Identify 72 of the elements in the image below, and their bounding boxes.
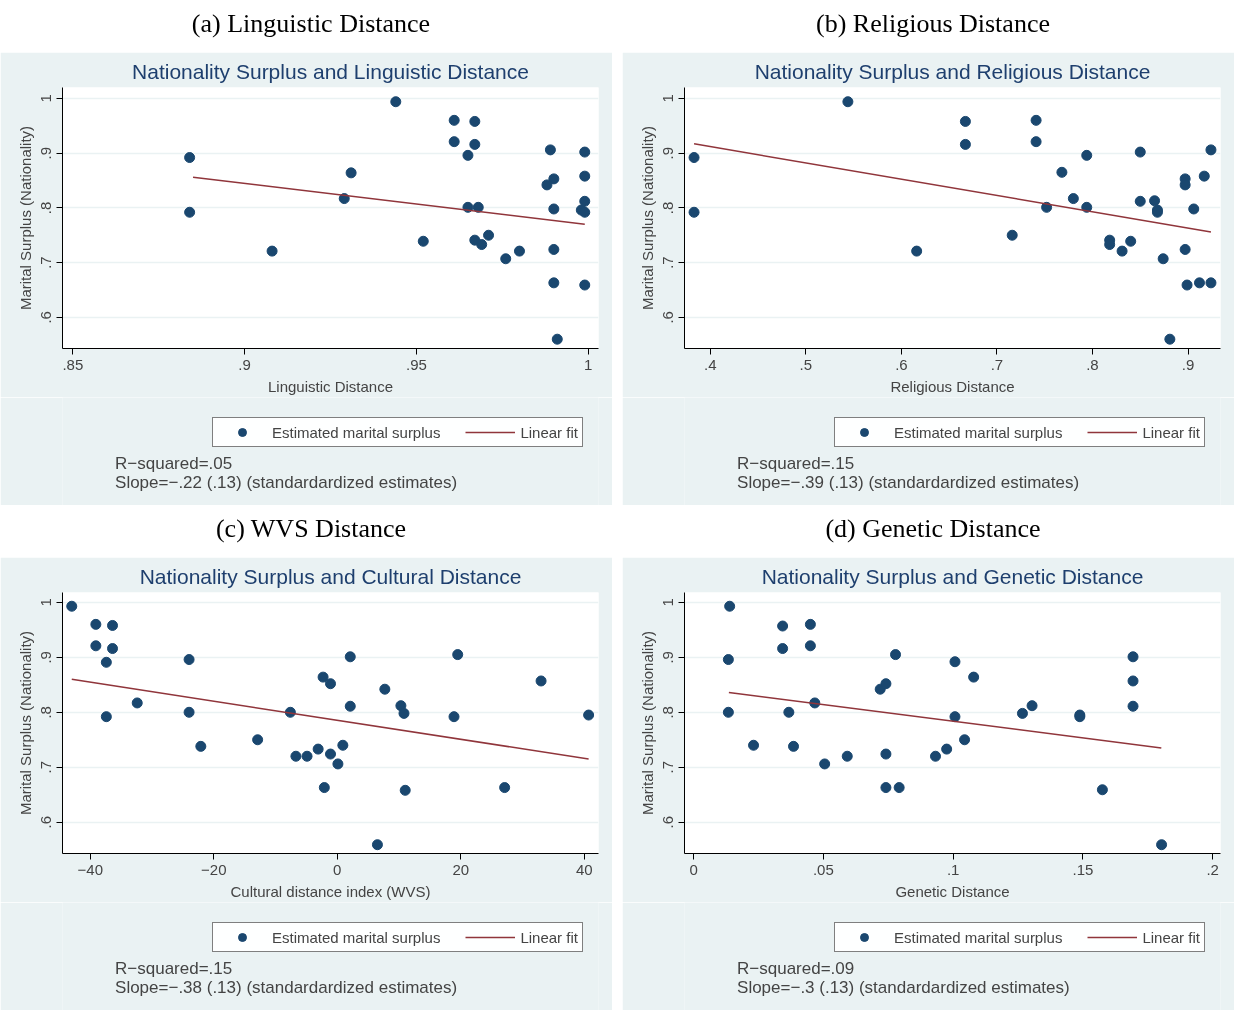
y-tick-label: .6	[37, 311, 55, 324]
y-tick-label: .7	[37, 256, 55, 269]
x-tick-label: .7	[990, 355, 1004, 373]
text: Slope=−.38 (.13) (standardardized estimates)	[115, 978, 458, 997]
chart-title: (d) Genetic Distance	[825, 513, 1041, 545]
x-tick-label: .15	[1072, 860, 1094, 878]
x-tick-label: −40	[77, 860, 104, 878]
legend-label: Linear fit	[1142, 928, 1200, 946]
y-tick-label: .9	[37, 651, 55, 664]
chart-subtitle: Nationality Surplus and Genetic Distance	[761, 564, 1144, 588]
legend-label: Estimated marital surplus	[272, 928, 441, 946]
y-axis-title: Marital Surplus (Nationality)	[638, 125, 656, 311]
x-axis-title: Genetic Distance	[895, 882, 1010, 900]
y-tick-label: .7	[659, 256, 677, 269]
text: R−squared=.15	[115, 959, 233, 978]
x-tick-label: .85	[62, 355, 84, 373]
x-tick-label: .2	[1206, 860, 1219, 878]
x-tick-label: 20	[452, 860, 470, 878]
x-tick-label: 1	[584, 355, 593, 373]
chart-title: (c) WVS Distance	[215, 513, 407, 545]
y-tick-label: 1	[659, 598, 677, 607]
y-tick-label: .6	[659, 815, 677, 829]
y-tick-label: .7	[37, 760, 55, 774]
y-tick-label: .6	[37, 815, 55, 829]
x-tick-label: .9	[1181, 355, 1195, 373]
x-axis-title: Linguistic Distance	[267, 377, 394, 395]
chart-title: (b) Religious Distance	[816, 8, 1050, 40]
y-tick-label: .6	[659, 311, 677, 324]
x-tick-label: .95	[405, 355, 427, 373]
text: R−squared=.05	[115, 454, 233, 473]
text: R−squared=.15	[737, 454, 855, 473]
legend-label: Linear fit	[520, 423, 578, 441]
text: R−squared=.09	[737, 959, 855, 978]
chart-subtitle: Nationality Surplus and Linguistic Distance	[132, 59, 529, 83]
text: Slope=−.3 (.13) (standardardized estimates)	[737, 978, 1070, 997]
x-tick-label: .8	[1086, 355, 1099, 373]
x-axis-title: Cultural distance index (WVS)	[230, 882, 431, 900]
x-tick-label: .5	[799, 355, 813, 373]
x-tick-label: .6	[895, 355, 908, 373]
x-tick-label: 0	[333, 860, 342, 878]
chart-subtitle: Nationality Surplus and Religious Distance	[754, 59, 1151, 83]
x-tick-label: .05	[812, 860, 834, 878]
legend-label: Estimated marital surplus	[272, 423, 441, 441]
y-tick-label: .8	[37, 201, 55, 215]
legend-label: Estimated marital surplus	[894, 423, 1063, 441]
y-tick-label: 1	[37, 598, 55, 607]
y-axis-title: Marital Surplus (Nationality)	[16, 125, 34, 311]
y-tick-label: .8	[659, 201, 677, 215]
y-tick-label: .8	[659, 706, 677, 719]
y-tick-label: .9	[659, 651, 677, 664]
y-axis-title: Marital Surplus (Nationality)	[638, 630, 656, 816]
y-tick-label: .9	[37, 146, 55, 160]
x-tick-label: .9	[238, 355, 251, 373]
y-tick-label: .7	[659, 760, 677, 774]
y-tick-label: 1	[659, 94, 677, 103]
x-tick-label: 40	[575, 860, 593, 878]
y-tick-label: .8	[37, 706, 55, 719]
x-axis-title: Religious Distance	[890, 377, 1015, 395]
x-tick-label: .1	[946, 860, 960, 878]
text: Slope=−.39 (.13) (standardardized estimates)	[737, 473, 1080, 492]
legend-label: Linear fit	[520, 928, 578, 946]
y-tick-label: .9	[659, 146, 677, 160]
text: Slope=−.22 (.13) (standardardized estimates)	[115, 473, 458, 492]
chart-title: (a) Linguistic Distance	[191, 8, 431, 40]
x-tick-label: −20	[201, 860, 227, 878]
legend-label: Linear fit	[1142, 423, 1200, 441]
x-tick-label: 0	[689, 860, 698, 878]
y-axis-title: Marital Surplus (Nationality)	[16, 630, 34, 816]
chart-subtitle: Nationality Surplus and Cultural Distance	[139, 564, 522, 588]
y-tick-label: 1	[37, 94, 55, 103]
legend-label: Estimated marital surplus	[894, 928, 1063, 946]
x-tick-label: .4	[704, 355, 717, 373]
